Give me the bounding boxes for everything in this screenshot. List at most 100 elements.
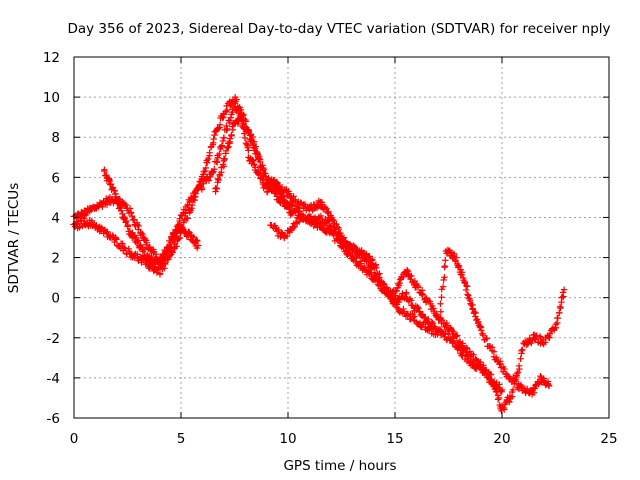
data-point [371, 265, 378, 272]
data-point [205, 155, 212, 163]
data-point [212, 184, 220, 192]
data-point [435, 326, 443, 333]
data-point [241, 134, 249, 142]
data-point [351, 253, 359, 261]
data-point [473, 356, 480, 364]
data-point [505, 398, 513, 405]
data-point [339, 237, 347, 244]
data-point [101, 166, 108, 173]
data-point [252, 143, 260, 150]
y-tick-label: -4 [47, 371, 60, 387]
data-point [441, 274, 448, 281]
series-track-3 [101, 166, 202, 270]
data-point [191, 196, 198, 204]
data-point [428, 318, 436, 326]
data-point [340, 234, 348, 241]
data-point [256, 158, 264, 166]
data-point [317, 212, 325, 220]
data-point [214, 154, 222, 161]
data-point [378, 279, 385, 287]
data-point [544, 378, 552, 385]
data-point [501, 406, 508, 413]
data-point [213, 159, 221, 166]
y-tick-label: 12 [43, 50, 60, 66]
x-tick-label: 20 [493, 431, 510, 447]
data-point [514, 369, 522, 376]
data-point [455, 262, 463, 270]
y-tick-label: 8 [51, 130, 60, 146]
x-tick-label: 5 [177, 431, 186, 447]
data-point [96, 225, 104, 232]
data-point [372, 270, 380, 277]
data-point [114, 199, 122, 206]
data-point [450, 328, 457, 335]
data-point [289, 224, 297, 232]
data-point [99, 203, 106, 211]
data-point [184, 215, 191, 222]
data-point [124, 223, 132, 230]
data-point [245, 147, 252, 154]
data-point [518, 347, 525, 355]
data-point [250, 160, 258, 168]
data-point [330, 216, 337, 224]
data-point [206, 149, 213, 156]
data-point [211, 166, 218, 173]
data-point [128, 212, 136, 220]
data-point [107, 180, 115, 188]
data-point [380, 285, 388, 292]
data-point [120, 244, 128, 251]
marks-layer [70, 93, 568, 414]
data-point [237, 114, 244, 122]
data-point [192, 190, 199, 197]
y-axis-label: SDTVAR / TECUs [6, 183, 22, 293]
data-point [156, 270, 164, 277]
data-point [325, 208, 332, 215]
data-point [337, 233, 344, 240]
data-point [554, 314, 561, 322]
data-point [220, 163, 227, 170]
data-point [185, 228, 192, 235]
data-point [145, 244, 152, 251]
data-point [420, 319, 428, 326]
data-point [285, 202, 292, 209]
data-point [450, 250, 458, 258]
data-point [122, 201, 130, 209]
data-point [140, 246, 148, 253]
data-point [259, 162, 266, 169]
data-point [350, 242, 357, 250]
data-point [162, 260, 169, 268]
data-point [121, 213, 128, 221]
data-point [207, 173, 214, 180]
data-point [369, 256, 376, 263]
data-point [396, 276, 404, 283]
data-point [214, 125, 222, 133]
data-point [283, 198, 290, 206]
data-point [126, 205, 134, 212]
data-point [195, 181, 203, 189]
data-point [464, 291, 471, 298]
data-point [403, 266, 411, 274]
data-point [262, 170, 269, 177]
data-point [295, 208, 302, 216]
data-point [507, 394, 514, 402]
data-point [332, 228, 340, 236]
data-point [219, 137, 227, 145]
data-point [272, 190, 279, 197]
grid-layer [74, 57, 609, 418]
data-point [190, 233, 197, 241]
data-point [328, 215, 336, 223]
data-point [222, 150, 229, 157]
data-point [519, 346, 526, 353]
data-point [479, 332, 487, 339]
data-point [250, 157, 257, 165]
data-point [436, 315, 443, 322]
data-point [135, 222, 142, 230]
data-point [497, 360, 504, 367]
y-tick-label: 2 [51, 251, 60, 267]
data-point [393, 287, 400, 294]
data-point [237, 106, 245, 114]
data-point [216, 150, 223, 158]
series-track-4 [267, 212, 553, 398]
data-point [415, 304, 422, 312]
data-point [303, 217, 311, 224]
